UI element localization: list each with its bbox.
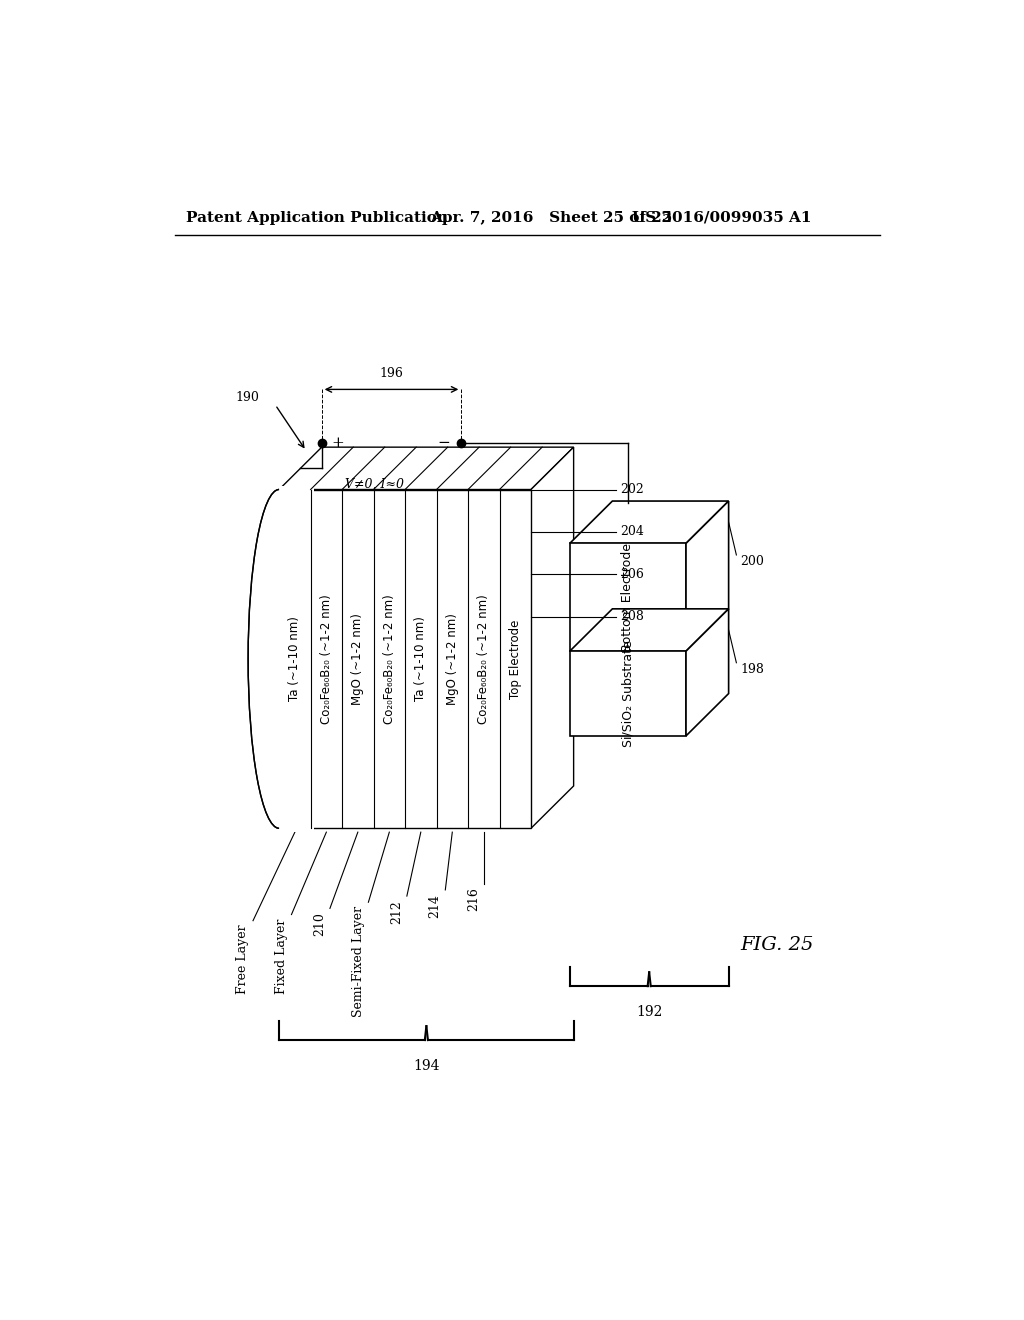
Polygon shape	[569, 502, 729, 544]
Text: −: −	[437, 437, 451, 450]
Text: Co₂₀Fe₆₀B₂₀ (~1-2 nm): Co₂₀Fe₆₀B₂₀ (~1-2 nm)	[319, 594, 333, 723]
Polygon shape	[280, 447, 573, 490]
Text: FIG. 25: FIG. 25	[740, 936, 814, 954]
Text: 206: 206	[621, 568, 644, 581]
Text: Ta (~1-10 nm): Ta (~1-10 nm)	[289, 616, 301, 701]
Text: 214: 214	[428, 894, 441, 917]
Text: V≠0, I≈0: V≠0, I≈0	[345, 478, 404, 491]
Text: 192: 192	[636, 1006, 663, 1019]
Text: Fixed Layer: Fixed Layer	[274, 919, 288, 994]
Text: US 2016/0099035 A1: US 2016/0099035 A1	[632, 211, 811, 224]
Text: 200: 200	[740, 554, 764, 568]
Text: Ta (~1-10 nm): Ta (~1-10 nm)	[415, 616, 427, 701]
Polygon shape	[280, 490, 531, 829]
Text: Apr. 7, 2016   Sheet 25 of 25: Apr. 7, 2016 Sheet 25 of 25	[430, 211, 673, 224]
Text: 212: 212	[390, 900, 403, 924]
Text: 216: 216	[467, 887, 480, 912]
Polygon shape	[280, 486, 314, 832]
Text: Bottom Electrode: Bottom Electrode	[622, 543, 635, 652]
Polygon shape	[686, 609, 729, 737]
Text: 196: 196	[380, 367, 403, 380]
Text: 210: 210	[313, 912, 326, 936]
Ellipse shape	[248, 490, 310, 829]
Text: MgO (~1-2 nm): MgO (~1-2 nm)	[351, 612, 365, 705]
Text: Co₂₀Fe₆₀B₂₀ (~1-2 nm): Co₂₀Fe₆₀B₂₀ (~1-2 nm)	[383, 594, 396, 723]
Text: Si/SiO₂ Substrate: Si/SiO₂ Substrate	[622, 640, 635, 747]
Text: 194: 194	[413, 1059, 439, 1073]
Text: Top Electrode: Top Electrode	[509, 619, 522, 698]
Text: MgO (~1-2 nm): MgO (~1-2 nm)	[445, 612, 459, 705]
Text: Free Layer: Free Layer	[237, 924, 249, 994]
Text: 208: 208	[621, 610, 644, 623]
Text: 202: 202	[621, 483, 644, 496]
Text: 204: 204	[621, 525, 644, 539]
Polygon shape	[569, 544, 686, 651]
Text: 190: 190	[236, 391, 260, 404]
Polygon shape	[569, 609, 729, 651]
Text: 198: 198	[740, 663, 764, 676]
Polygon shape	[686, 502, 729, 651]
Text: Patent Application Publication: Patent Application Publication	[186, 211, 449, 224]
Polygon shape	[569, 651, 686, 737]
Text: Semi-Fixed Layer: Semi-Fixed Layer	[351, 906, 365, 1018]
Text: Co₂₀Fe₆₀B₂₀ (~1-2 nm): Co₂₀Fe₆₀B₂₀ (~1-2 nm)	[477, 594, 490, 723]
Text: +: +	[331, 437, 344, 450]
Polygon shape	[531, 447, 573, 829]
